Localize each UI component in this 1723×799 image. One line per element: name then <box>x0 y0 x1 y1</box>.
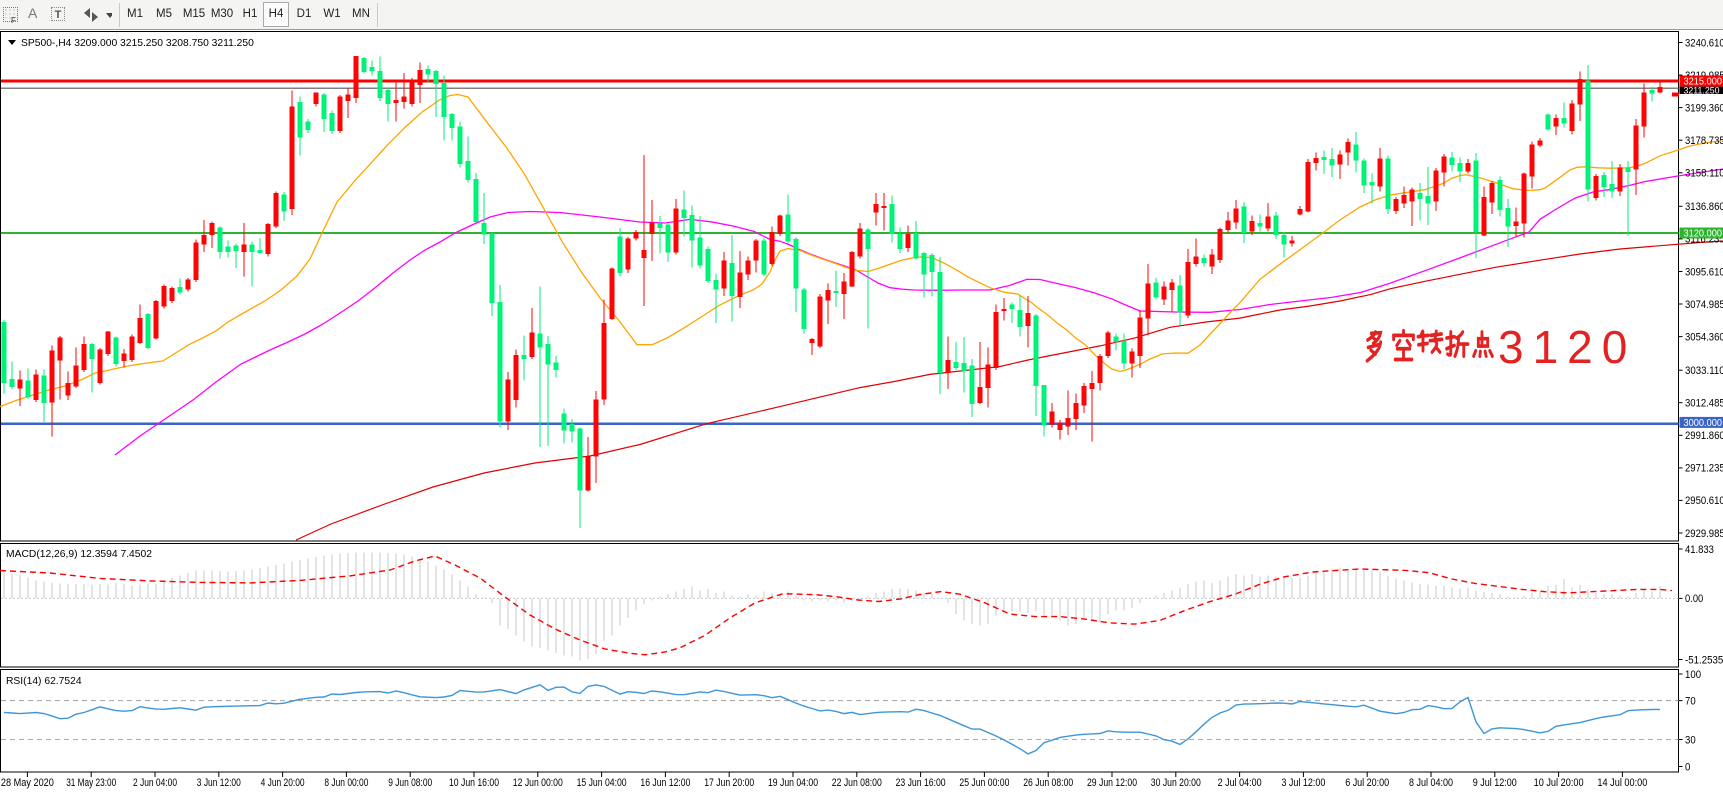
svg-text:3074.985: 3074.985 <box>1685 299 1723 311</box>
svg-text:3136.860: 3136.860 <box>1685 201 1723 213</box>
svg-text:3199.360: 3199.360 <box>1685 102 1723 114</box>
svg-text:2991.860: 2991.860 <box>1685 430 1723 442</box>
svg-text:3000.000: 3000.000 <box>1684 417 1723 429</box>
svg-text:22 Jun 08:00: 22 Jun 08:00 <box>832 777 882 789</box>
svg-text:3120.000: 3120.000 <box>1684 227 1723 239</box>
svg-text:2 Jul 04:00: 2 Jul 04:00 <box>1218 777 1262 789</box>
svg-text:3033.110: 3033.110 <box>1685 365 1723 377</box>
svg-text:15 Jun 04:00: 15 Jun 04:00 <box>577 777 627 789</box>
svg-text:3240.610: 3240.610 <box>1685 37 1723 49</box>
svg-text:3158.110: 3158.110 <box>1685 168 1723 180</box>
svg-text:3 Jun 12:00: 3 Jun 12:00 <box>197 777 241 789</box>
svg-text:-51.2535: -51.2535 <box>1685 654 1723 666</box>
svg-text:29 Jun 12:00: 29 Jun 12:00 <box>1087 777 1137 789</box>
svg-text:10 Jun 16:00: 10 Jun 16:00 <box>449 777 499 789</box>
svg-text:25 Jun 00:00: 25 Jun 00:00 <box>959 777 1009 789</box>
svg-text:2950.610: 2950.610 <box>1685 495 1723 507</box>
svg-text:2929.985: 2929.985 <box>1685 528 1723 540</box>
svg-text:3178.735: 3178.735 <box>1685 135 1723 147</box>
svg-text:9 Jul 12:00: 9 Jul 12:00 <box>1473 777 1517 789</box>
svg-text:2 Jun 04:00: 2 Jun 04:00 <box>133 777 177 789</box>
svg-text:4 Jun 20:00: 4 Jun 20:00 <box>261 777 305 789</box>
svg-text:16 Jun 12:00: 16 Jun 12:00 <box>640 777 690 789</box>
svg-text:70: 70 <box>1685 695 1696 707</box>
svg-text:17 Jun 20:00: 17 Jun 20:00 <box>704 777 754 789</box>
svg-text:3054.360: 3054.360 <box>1685 331 1723 343</box>
svg-text:2971.235: 2971.235 <box>1685 463 1723 475</box>
svg-text:3095.610: 3095.610 <box>1685 266 1723 278</box>
svg-text:10 Jul 20:00: 10 Jul 20:00 <box>1534 777 1584 789</box>
svg-text:3120: 3120 <box>1498 321 1636 373</box>
svg-text:30: 30 <box>1685 734 1696 746</box>
svg-text:3012.485: 3012.485 <box>1685 398 1723 410</box>
svg-text:26 Jun 08:00: 26 Jun 08:00 <box>1023 777 1073 789</box>
svg-text:0.00: 0.00 <box>1685 593 1703 605</box>
svg-text:8 Jun 00:00: 8 Jun 00:00 <box>324 777 368 789</box>
svg-text:100: 100 <box>1685 669 1701 681</box>
svg-text:19 Jun 04:00: 19 Jun 04:00 <box>768 777 818 789</box>
svg-text:8 Jul 04:00: 8 Jul 04:00 <box>1409 777 1453 789</box>
svg-text:3211.250: 3211.250 <box>1684 86 1720 96</box>
svg-text:23 Jun 16:00: 23 Jun 16:00 <box>896 777 946 789</box>
svg-text:MACD(12,26,9) 12.3594 7.4502: MACD(12,26,9) 12.3594 7.4502 <box>6 549 152 560</box>
svg-text:3 Jul 12:00: 3 Jul 12:00 <box>1281 777 1325 789</box>
svg-text:31 May 23:00: 31 May 23:00 <box>66 777 116 789</box>
svg-text:30 Jun 20:00: 30 Jun 20:00 <box>1151 777 1201 789</box>
svg-text:28 May 2020: 28 May 2020 <box>1 777 54 789</box>
svg-text:12 Jun 00:00: 12 Jun 00:00 <box>513 777 563 789</box>
svg-text:0: 0 <box>1685 761 1690 773</box>
svg-text:6 Jul 20:00: 6 Jul 20:00 <box>1345 777 1389 789</box>
svg-text:41.833: 41.833 <box>1685 544 1714 556</box>
svg-text:RSI(14) 62.7524: RSI(14) 62.7524 <box>6 676 82 687</box>
svg-text:9 Jun 08:00: 9 Jun 08:00 <box>388 777 432 789</box>
svg-text:SP500-,H4 3209.000 3215.250 3: SP500-,H4 3209.000 3215.250 3208.750 321… <box>21 38 254 49</box>
svg-text:14 Jul 00:00: 14 Jul 00:00 <box>1597 777 1647 789</box>
